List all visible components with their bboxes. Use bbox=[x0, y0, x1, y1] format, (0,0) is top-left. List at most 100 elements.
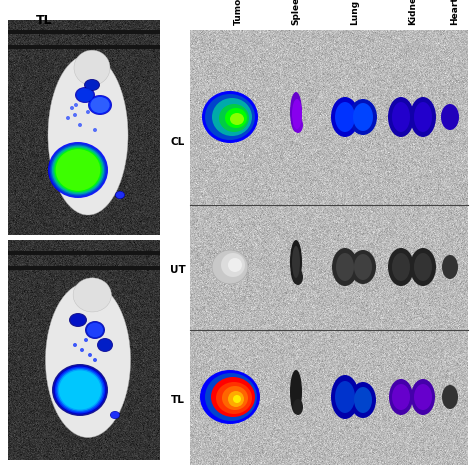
Ellipse shape bbox=[290, 240, 302, 284]
Ellipse shape bbox=[51, 145, 105, 196]
Ellipse shape bbox=[48, 55, 128, 215]
Ellipse shape bbox=[292, 99, 302, 129]
Ellipse shape bbox=[97, 338, 113, 352]
FancyBboxPatch shape bbox=[155, 0, 185, 474]
Ellipse shape bbox=[389, 379, 413, 415]
Ellipse shape bbox=[116, 191, 124, 199]
Ellipse shape bbox=[388, 248, 414, 286]
Ellipse shape bbox=[85, 321, 105, 339]
Ellipse shape bbox=[70, 106, 74, 110]
Ellipse shape bbox=[73, 381, 91, 395]
Ellipse shape bbox=[228, 258, 242, 272]
Ellipse shape bbox=[72, 380, 92, 396]
Ellipse shape bbox=[442, 385, 458, 409]
Ellipse shape bbox=[110, 411, 120, 419]
Ellipse shape bbox=[93, 358, 97, 362]
Ellipse shape bbox=[354, 254, 372, 280]
Ellipse shape bbox=[222, 386, 248, 410]
Ellipse shape bbox=[86, 322, 104, 338]
Ellipse shape bbox=[202, 91, 258, 143]
Text: Kidney: Kidney bbox=[409, 0, 418, 25]
Ellipse shape bbox=[56, 149, 100, 191]
Ellipse shape bbox=[211, 377, 255, 417]
Ellipse shape bbox=[76, 88, 93, 102]
Text: CL: CL bbox=[171, 137, 185, 147]
Text: Spleen: Spleen bbox=[292, 0, 301, 25]
Ellipse shape bbox=[74, 50, 110, 85]
Ellipse shape bbox=[205, 94, 255, 140]
Ellipse shape bbox=[212, 98, 252, 136]
Ellipse shape bbox=[414, 384, 432, 410]
Ellipse shape bbox=[414, 253, 432, 281]
Ellipse shape bbox=[200, 370, 260, 424]
Ellipse shape bbox=[392, 253, 410, 281]
Ellipse shape bbox=[59, 371, 101, 410]
Text: Lung: Lung bbox=[350, 0, 359, 25]
Ellipse shape bbox=[331, 375, 359, 419]
Ellipse shape bbox=[388, 97, 414, 137]
Text: UT: UT bbox=[170, 265, 186, 275]
Ellipse shape bbox=[73, 278, 111, 312]
Ellipse shape bbox=[56, 368, 104, 412]
Ellipse shape bbox=[331, 97, 359, 137]
Ellipse shape bbox=[93, 128, 97, 132]
FancyBboxPatch shape bbox=[0, 0, 163, 474]
Ellipse shape bbox=[55, 366, 105, 413]
Ellipse shape bbox=[290, 92, 302, 132]
Ellipse shape bbox=[98, 339, 112, 351]
Ellipse shape bbox=[221, 253, 245, 277]
Ellipse shape bbox=[410, 248, 436, 286]
Ellipse shape bbox=[67, 157, 93, 179]
Ellipse shape bbox=[111, 411, 119, 419]
Ellipse shape bbox=[441, 104, 459, 130]
Ellipse shape bbox=[48, 142, 108, 198]
Ellipse shape bbox=[49, 143, 107, 197]
Ellipse shape bbox=[66, 116, 70, 120]
Ellipse shape bbox=[411, 379, 435, 415]
Ellipse shape bbox=[392, 102, 410, 132]
Text: TL: TL bbox=[171, 395, 185, 405]
Ellipse shape bbox=[84, 338, 88, 342]
Ellipse shape bbox=[87, 323, 103, 337]
Ellipse shape bbox=[75, 87, 95, 103]
Ellipse shape bbox=[354, 387, 372, 413]
Ellipse shape bbox=[52, 146, 104, 194]
Ellipse shape bbox=[350, 382, 376, 418]
Ellipse shape bbox=[88, 353, 92, 357]
Ellipse shape bbox=[225, 108, 247, 128]
Ellipse shape bbox=[58, 369, 102, 411]
Ellipse shape bbox=[335, 102, 355, 132]
Ellipse shape bbox=[212, 250, 248, 284]
Ellipse shape bbox=[80, 348, 84, 352]
Ellipse shape bbox=[52, 364, 108, 416]
Ellipse shape bbox=[216, 382, 252, 414]
Ellipse shape bbox=[293, 117, 303, 133]
Ellipse shape bbox=[233, 395, 241, 403]
Text: Tumor: Tumor bbox=[234, 0, 243, 25]
Ellipse shape bbox=[85, 80, 99, 90]
Ellipse shape bbox=[88, 95, 112, 115]
Ellipse shape bbox=[78, 123, 82, 127]
Ellipse shape bbox=[115, 191, 125, 199]
Ellipse shape bbox=[64, 154, 96, 182]
Ellipse shape bbox=[336, 253, 354, 281]
Ellipse shape bbox=[228, 391, 244, 407]
Ellipse shape bbox=[205, 373, 257, 421]
Ellipse shape bbox=[84, 79, 100, 91]
Ellipse shape bbox=[53, 147, 103, 193]
Ellipse shape bbox=[353, 103, 373, 131]
Ellipse shape bbox=[74, 103, 78, 107]
Ellipse shape bbox=[293, 399, 303, 415]
Ellipse shape bbox=[69, 313, 87, 327]
Ellipse shape bbox=[442, 255, 458, 279]
Ellipse shape bbox=[55, 148, 101, 192]
Ellipse shape bbox=[293, 269, 303, 285]
Ellipse shape bbox=[73, 343, 77, 347]
Ellipse shape bbox=[219, 104, 249, 132]
Ellipse shape bbox=[292, 246, 300, 278]
Ellipse shape bbox=[332, 248, 358, 286]
Ellipse shape bbox=[410, 97, 436, 137]
Text: Heart: Heart bbox=[450, 0, 459, 25]
Ellipse shape bbox=[349, 99, 377, 135]
Ellipse shape bbox=[89, 96, 111, 114]
